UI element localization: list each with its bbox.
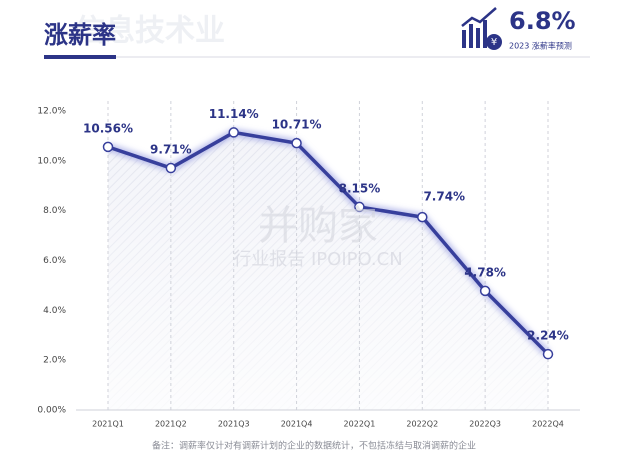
y-tick-label: 10.0% — [37, 156, 66, 166]
area-fade — [108, 132, 548, 410]
x-tick-label: 2022Q4 — [532, 420, 564, 429]
point — [228, 127, 239, 138]
point — [417, 211, 428, 223]
y-tick-label: 2.0% — [43, 356, 66, 366]
forecast-value: 6.8% — [509, 7, 576, 35]
y-tick-label: 8.0% — [43, 206, 66, 216]
value-label: 11.14% — [209, 107, 259, 121]
value-label: 10.71% — [272, 118, 322, 132]
svg-text:¥: ¥ — [491, 37, 497, 48]
title-bar — [44, 55, 116, 59]
watermark-brand: 并购家 — [258, 203, 378, 249]
point — [165, 162, 177, 174]
value-label: 2.24% — [527, 329, 569, 343]
x-tick-label: 2022Q1 — [344, 420, 376, 429]
x-tick-label: 2021Q1 — [92, 420, 124, 429]
title: 涨薪率 — [44, 21, 116, 49]
value-label: 4.78% — [464, 265, 506, 279]
x-tick-label: 2021Q4 — [281, 420, 313, 429]
x-tick-label: 2021Q2 — [155, 420, 187, 429]
watermark-sub: 行业报告 IPOIPO.CN — [233, 249, 402, 270]
y-tick-label: 0.00% — [37, 406, 66, 416]
value-label: 8.15% — [339, 181, 381, 195]
point — [354, 201, 365, 213]
value-label: 10.56% — [83, 121, 133, 135]
value-label: 9.71% — [150, 143, 192, 157]
point — [102, 141, 114, 153]
y-tick-label: 6.0% — [43, 256, 66, 266]
y-tick-label: 12.0% — [37, 107, 66, 117]
footnote: 备注：调薪率仅计对有调薪计划的企业的数据统计，不包括冻结与取消调薪的企业 — [152, 440, 476, 452]
x-tick-label: 2022Q3 — [469, 420, 501, 429]
value-label: 7.74% — [423, 190, 465, 204]
forecast-label: 2023 涨薪率预测 — [509, 41, 572, 51]
point — [291, 137, 302, 149]
x-tick-label: 2022Q2 — [406, 420, 438, 429]
y-tick-label: 4.0% — [43, 306, 66, 316]
point — [479, 285, 491, 297]
x-tick-label: 2021Q3 — [218, 420, 250, 429]
plot: 0.00% 2.0% 4.0% 6.0% 8.0% 10.0% 12.0% 2021Q1 202… — [37, 101, 580, 429]
background-title: 信息技术业 — [75, 14, 225, 49]
point — [542, 348, 554, 360]
line — [107, 130, 550, 356]
forecast-icon: ¥ — [461, 7, 502, 50]
